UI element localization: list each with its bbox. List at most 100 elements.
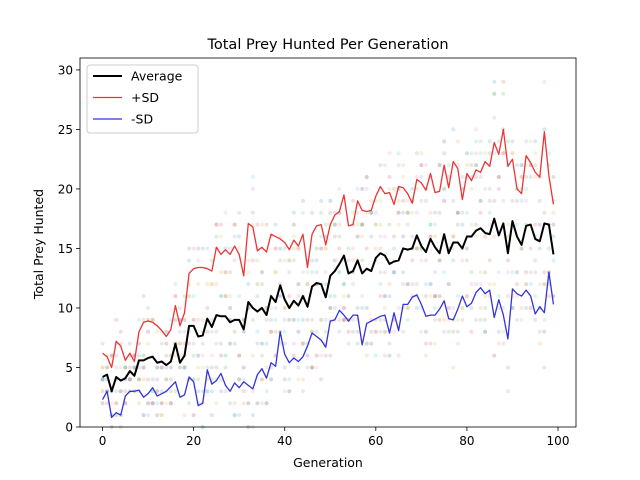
sample-point [209,282,214,287]
sample-point [496,186,501,191]
sample-point [419,151,424,156]
sample-point [528,305,533,310]
sample-point [159,413,164,418]
sample-point [496,175,501,180]
sample-point [323,246,328,251]
sample-point [214,234,219,239]
sample-point [369,329,374,334]
sample-point [118,389,123,394]
sample-point [241,401,246,406]
sample-point [228,341,233,346]
sample-point [182,317,187,322]
sample-point [478,198,483,203]
sample-point [414,210,419,215]
sample-point [237,246,242,251]
sample-point [105,365,110,370]
sample-point [182,365,187,370]
sample-point [259,222,264,227]
sample-point [515,282,520,287]
sample-point [373,222,378,227]
sample-point [132,365,137,370]
sample-point [273,317,278,322]
sample-point [442,186,447,191]
sample-point [369,210,374,215]
sample-point [259,282,264,287]
sample-point [519,317,524,322]
sample-point [164,377,169,382]
sample-point [310,329,315,334]
sample-point [410,258,415,263]
sample-point [423,294,428,299]
sample-point [237,294,242,299]
sample-point [501,151,506,156]
sample-point [136,377,141,382]
sample-point [537,222,542,227]
sample-point [533,294,538,299]
sample-point [305,353,310,358]
sample-point [474,151,479,156]
sample-point [282,305,287,310]
sample-point [259,377,264,382]
sample-point [442,270,447,275]
sample-point [446,282,451,287]
sample-point [469,222,474,227]
sample-point [496,139,501,144]
sample-point [505,258,510,263]
sample-point [355,222,360,227]
sample-point [319,210,324,215]
sample-point [496,305,501,310]
sample-point [341,282,346,287]
sample-point [209,389,214,394]
sample-point [314,353,319,358]
sample-point [287,317,292,322]
y-tick-label: 30 [58,63,73,77]
sample-point [187,294,192,299]
sample-point [382,353,387,358]
sample-point [278,294,283,299]
sample-point [273,222,278,227]
sample-point [515,270,520,275]
sample-point [533,151,538,156]
sample-point [191,317,196,322]
sample-point [296,282,301,287]
sample-point [250,258,255,263]
sample-point [442,198,447,203]
sample-point [209,413,214,418]
sample-point [173,353,178,358]
sample-point [141,353,146,358]
sample-point [264,389,269,394]
sample-point [542,79,547,84]
sample-point [146,305,151,310]
sample-point [478,282,483,287]
sample-point [319,317,324,322]
sample-point [282,258,287,263]
sample-point [464,258,469,263]
sample-point [264,222,269,227]
sample-point [150,317,155,322]
sample-point [287,258,292,263]
sample-point [524,139,529,144]
sample-point [100,389,105,394]
sample-point [264,401,269,406]
sample-point [168,401,173,406]
sample-point [159,365,164,370]
sample-point [259,270,264,275]
sample-point [474,163,479,168]
sample-point [291,353,296,358]
sample-point [442,139,447,144]
sample-point [337,246,342,251]
sample-point [218,294,223,299]
sample-point [437,258,442,263]
sample-point [291,234,296,239]
sample-point [382,294,387,299]
sample-point [524,186,529,191]
sample-point [337,270,342,275]
sample-point [433,341,438,346]
sample-point [136,353,141,358]
sample-point [364,175,369,180]
sample-point [146,341,151,346]
sample-point [164,377,169,382]
legend-label: -SD [131,112,153,127]
sample-point [355,234,360,239]
sample-point [205,389,210,394]
